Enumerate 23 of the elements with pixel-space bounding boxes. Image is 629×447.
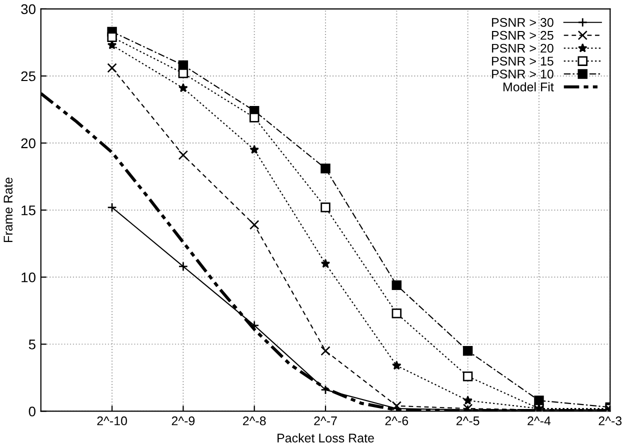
legend-label: PSNR > 15 bbox=[492, 56, 554, 66]
x-tick-label: 2^-5 bbox=[456, 416, 480, 426]
legend-label: PSNR > 20 bbox=[492, 44, 554, 53]
y-tick-label: 20 bbox=[21, 138, 36, 148]
y-tick-label: 15 bbox=[22, 206, 36, 216]
y-tick-label: 25 bbox=[21, 71, 36, 82]
x-tick-label: 2^-3 bbox=[598, 416, 622, 426]
x-tick-label: 2^-8 bbox=[243, 416, 266, 426]
y-tick-label: 30 bbox=[21, 4, 36, 14]
x-axis-title: Packet Loss Rate bbox=[278, 433, 374, 442]
y-axis-title: Frame Rate bbox=[4, 178, 13, 242]
x-tick-label: 2^-10 bbox=[97, 416, 127, 426]
x-tick-label: 2^-9 bbox=[172, 416, 195, 426]
legend-label: PSNR > 30 bbox=[492, 18, 554, 27]
y-tick-label: 10 bbox=[22, 272, 36, 282]
legend-label: Model Fit bbox=[504, 82, 554, 92]
x-tick-label: 2^-4 bbox=[528, 416, 551, 426]
x-tick-label: 2^-7 bbox=[314, 416, 337, 426]
x-tick-label: 2^-6 bbox=[385, 416, 408, 426]
y-tick-label: 0 bbox=[28, 406, 36, 416]
legend-label: PSNR > 10 bbox=[492, 70, 554, 78]
legend-label: PSNR > 25 bbox=[492, 30, 554, 40]
y-tick-label: 5 bbox=[28, 340, 36, 350]
